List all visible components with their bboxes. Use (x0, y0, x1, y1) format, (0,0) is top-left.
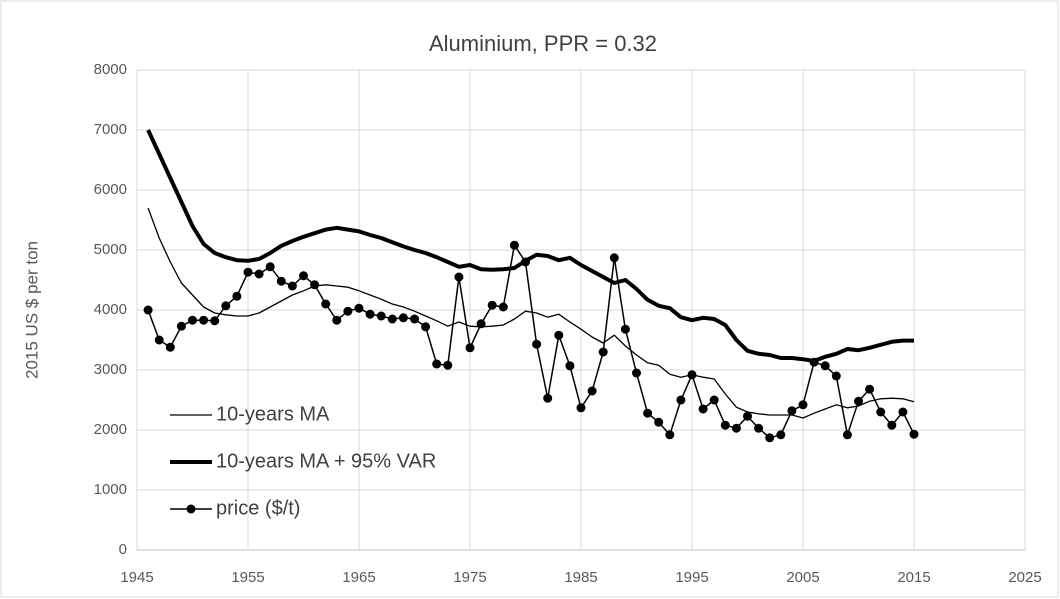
x-tick-label: 2025 (1008, 569, 1041, 586)
data-point (698, 404, 708, 414)
data-point (831, 371, 841, 381)
data-point (276, 276, 286, 286)
x-tick-label: 1945 (120, 569, 153, 586)
data-point (299, 271, 308, 281)
legend-marker (186, 504, 196, 514)
data-point (509, 240, 519, 250)
x-tick-label: 1965 (342, 569, 375, 586)
data-point (443, 360, 453, 370)
data-point (576, 403, 586, 413)
data-point (876, 407, 886, 417)
data-point (476, 319, 486, 329)
y-axis-label: 2015 US $ per ton (22, 241, 41, 379)
data-point (532, 339, 542, 349)
data-point (498, 302, 508, 312)
series-line (147, 244, 915, 439)
data-point (210, 316, 220, 326)
y-tick-label: 3000 (94, 361, 127, 378)
data-point (176, 321, 186, 331)
y-tick-label: 6000 (94, 181, 127, 198)
data-point (254, 269, 264, 279)
data-point (332, 315, 342, 325)
data-point (232, 291, 242, 301)
data-point (687, 370, 697, 380)
y-tick-label: 0 (119, 541, 127, 558)
data-point (632, 368, 641, 378)
series-line (147, 207, 915, 419)
data-point (665, 430, 675, 440)
data-point (609, 253, 619, 263)
y-tick-label: 8000 (94, 61, 127, 78)
data-point (743, 411, 752, 421)
x-tick-label: 2015 (897, 569, 930, 586)
data-point (643, 408, 653, 418)
y-tick-label: 7000 (94, 121, 127, 138)
data-point (365, 309, 375, 319)
data-point (265, 262, 275, 272)
legend-label: 10-years MA + 95% VAR (216, 450, 436, 472)
data-point (188, 315, 197, 325)
y-tick-label: 4000 (94, 301, 127, 318)
data-point (310, 280, 320, 290)
data-point (465, 343, 475, 353)
y-tick-label: 2000 (94, 421, 127, 438)
data-point (410, 314, 419, 324)
data-point (842, 430, 852, 440)
x-tick-label: 1995 (675, 569, 708, 586)
data-point (154, 335, 164, 345)
data-point (221, 301, 231, 311)
data-point (343, 306, 353, 316)
data-point (854, 396, 863, 406)
x-tick-label: 1975 (453, 569, 486, 586)
data-point (776, 430, 786, 440)
x-tick-label: 1985 (564, 569, 597, 586)
data-point (887, 420, 897, 430)
data-point (587, 386, 597, 396)
data-point (676, 395, 686, 405)
data-point (376, 311, 386, 321)
chart-title: Aluminium, PPR = 0.32 (429, 31, 657, 56)
data-point (398, 313, 408, 323)
data-point (354, 303, 364, 313)
data-point (287, 281, 297, 291)
data-point (487, 300, 497, 310)
x-tick-label: 1955 (231, 569, 264, 586)
data-point (543, 393, 553, 403)
data-point (565, 361, 575, 371)
data-point (798, 400, 808, 410)
data-point (321, 299, 331, 309)
data-point (199, 315, 209, 325)
data-point (387, 314, 397, 324)
x-tick-label: 2005 (786, 569, 819, 586)
data-point (787, 406, 797, 416)
legend-label: 10-years MA (216, 403, 330, 425)
data-point (909, 429, 919, 439)
data-point (865, 384, 875, 394)
series-line (146, 129, 914, 363)
data-point (598, 347, 608, 357)
data-point (765, 433, 775, 443)
data-point (709, 395, 719, 405)
data-point (454, 272, 464, 282)
data-point (620, 324, 630, 334)
legend-label: price ($/t) (216, 497, 300, 519)
data-point (421, 322, 431, 332)
data-point (820, 361, 830, 371)
data-point (432, 359, 442, 369)
data-point (654, 417, 664, 427)
data-point (554, 330, 564, 340)
y-tick-label: 1000 (94, 481, 127, 498)
data-point (243, 267, 253, 277)
data-point (165, 342, 175, 352)
data-point (731, 423, 741, 433)
data-point (809, 357, 819, 367)
data-point (143, 305, 153, 315)
data-point (898, 407, 908, 417)
y-tick-label: 5000 (94, 241, 127, 258)
data-point (720, 420, 730, 430)
data-point (521, 257, 530, 267)
data-point (754, 423, 764, 433)
